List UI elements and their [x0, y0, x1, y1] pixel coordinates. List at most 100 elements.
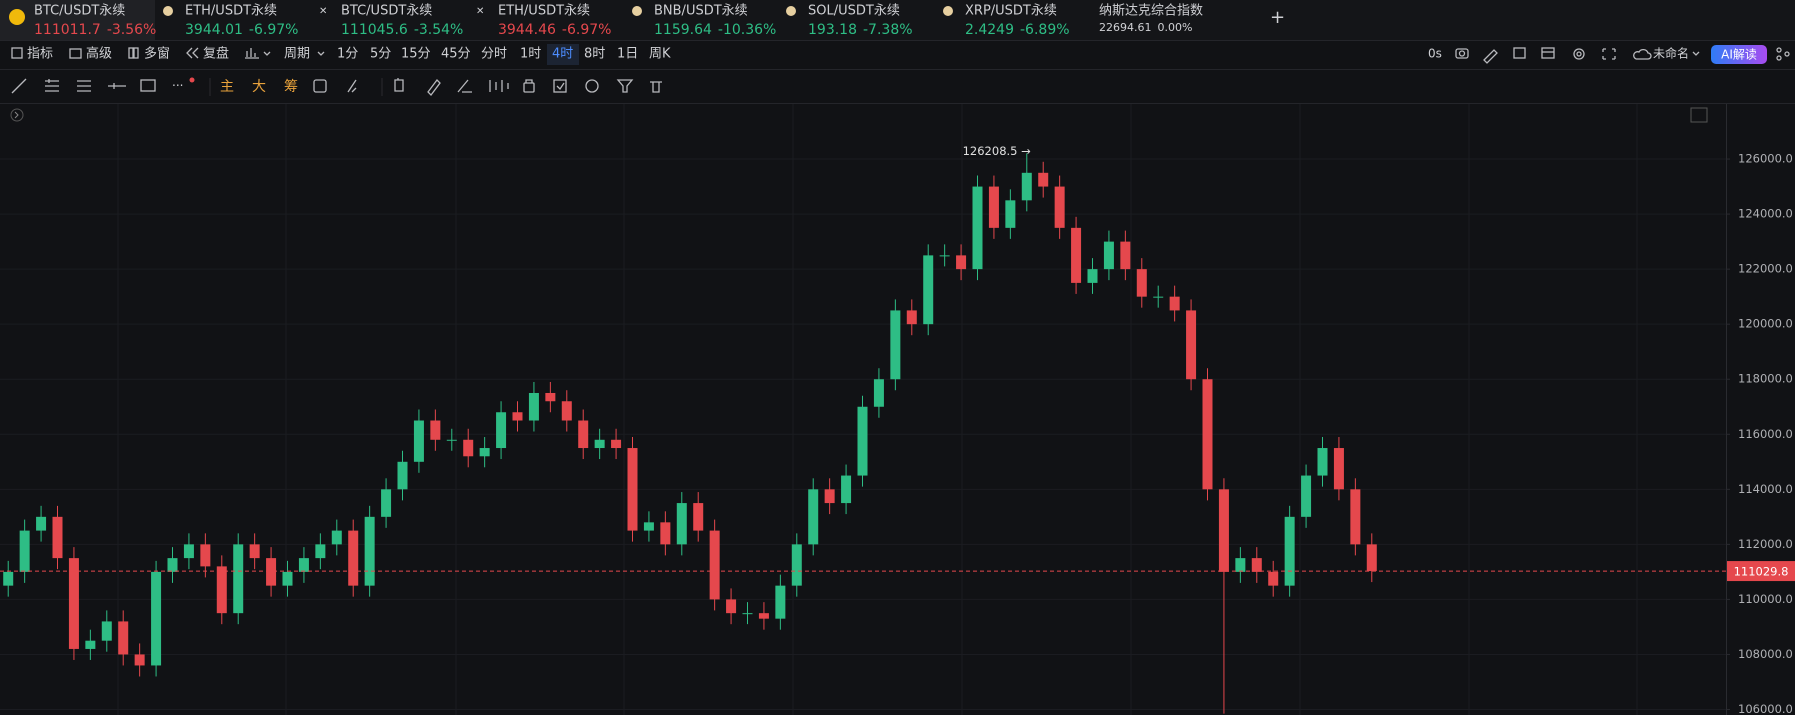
candle-body — [791, 544, 802, 586]
y-tick-label: 114000.0 — [1738, 482, 1793, 496]
candle-body — [594, 439, 605, 449]
active-tab — [0, 0, 155, 40]
tab-symbol[interactable]: 纳斯达克综合指数 — [1099, 4, 1203, 19]
interval[interactable]: 5分 — [370, 47, 391, 62]
candle-body — [463, 439, 474, 457]
interval[interactable]: 周K — [649, 47, 671, 62]
tab-symbol[interactable]: ETH/USDT永续 — [498, 4, 590, 19]
ai-button[interactable] — [1711, 45, 1767, 64]
last-price-box — [1727, 561, 1795, 582]
y-tick-label: 110000.0 — [1738, 592, 1793, 606]
tab-price: 111011.7 — [34, 22, 101, 38]
collapse-arrow — [14, 111, 19, 119]
tab-price: 193.18 — [808, 22, 857, 38]
candle-body — [1103, 241, 1114, 270]
tab-symbol[interactable]: SOL/USDT永续 — [808, 4, 900, 19]
toolbar-icons — [11, 47, 1790, 64]
tab-icon: ✕ — [476, 6, 484, 17]
collapse-button[interactable] — [10, 108, 24, 122]
candle-body — [1071, 227, 1082, 283]
tab-change: -3.56% — [107, 22, 157, 38]
toolbar-item[interactable]: 多窗 — [144, 46, 170, 62]
indicator-tool[interactable]: 大 — [252, 79, 266, 95]
candle-body — [627, 448, 638, 531]
candle-body — [1284, 516, 1295, 586]
tab-icon — [632, 6, 642, 16]
tab-symbol[interactable]: BTC/USDT永续 — [34, 4, 125, 19]
tab-symbol[interactable]: ETH/USDT永续 — [185, 4, 277, 19]
candle-body — [1350, 489, 1361, 545]
toolbar-item[interactable]: 周期 — [284, 47, 310, 62]
tab-change: -6.97% — [249, 22, 299, 38]
tab-symbol[interactable]: BNB/USDT永续 — [654, 4, 748, 19]
candle-body — [972, 186, 983, 270]
interval[interactable]: 1日 — [617, 47, 638, 62]
candle-body — [1218, 489, 1229, 572]
candle-body — [709, 530, 720, 600]
candle-body — [397, 461, 408, 490]
y-tick-label: 124000.0 — [1738, 207, 1793, 221]
candle-body — [134, 654, 145, 666]
tab-quote: 111011.7 -3.56% — [34, 22, 156, 38]
interval[interactable]: 1分 — [337, 47, 358, 62]
candle-body — [348, 530, 359, 586]
candle-body — [1268, 571, 1279, 586]
candle-body — [1136, 269, 1147, 297]
candle-body — [857, 406, 868, 476]
candle-body — [1005, 200, 1016, 228]
candle-body — [956, 255, 967, 270]
last-price-label: 111029.8 — [1734, 565, 1789, 579]
add-tab[interactable]: + — [1270, 7, 1285, 28]
candle-body — [1333, 448, 1344, 490]
tab-quote: 3944.01 -6.97% — [185, 22, 298, 38]
candle-body — [528, 392, 539, 421]
layout-button[interactable] — [1690, 107, 1708, 123]
tab-icon — [9, 9, 25, 25]
candle-body — [545, 392, 556, 402]
candle-body — [1054, 186, 1065, 228]
candle-body — [381, 489, 392, 517]
tab-symbol[interactable]: BTC/USDT永续 — [341, 4, 432, 19]
candle-body — [890, 310, 901, 380]
tab-quote: 2.4249 -6.89% — [965, 22, 1070, 38]
interval[interactable]: 4时 — [552, 47, 573, 62]
candle-body — [496, 412, 507, 449]
tab-price: 3944.46 — [498, 22, 556, 38]
toolbar-item[interactable]: 高级 — [86, 46, 112, 62]
candle-body — [824, 489, 835, 504]
toolbar-item[interactable]: 指标 — [27, 47, 53, 62]
candle-body — [167, 558, 178, 572]
interval[interactable]: 15分 — [401, 47, 431, 62]
candle-body — [3, 571, 14, 586]
tab-price: 1159.64 — [654, 22, 712, 38]
candle-body — [1021, 172, 1032, 201]
interval[interactable]: 分时 — [481, 47, 507, 62]
candle-body — [85, 640, 96, 649]
tab-symbol[interactable]: XRP/USDT永续 — [965, 4, 1057, 19]
tab-price: 22694.61 — [1099, 21, 1152, 34]
candle-body — [430, 420, 441, 440]
tab-price: 3944.01 — [185, 22, 243, 38]
interval[interactable]: 45分 — [441, 47, 471, 62]
tab-change: -6.97% — [562, 22, 612, 38]
candle-body — [643, 522, 654, 531]
candle-body — [479, 448, 490, 457]
layout-name[interactable]: 未命名 — [1653, 46, 1689, 61]
tab-bar — [0, 0, 1795, 40]
ai-label[interactable]: AI解读 — [1721, 48, 1757, 62]
indicator-tool[interactable]: 筹 — [284, 78, 298, 95]
toolbar-item[interactable]: 复盘 — [203, 46, 229, 62]
candle-body — [1317, 448, 1328, 476]
candle-body — [19, 530, 30, 572]
interval[interactable]: 1时 — [520, 47, 541, 62]
interval[interactable]: 8时 — [584, 47, 605, 62]
candle-body — [693, 503, 704, 531]
candle-body — [298, 558, 309, 572]
tab-change: -7.38% — [863, 22, 913, 38]
candle-body — [923, 255, 934, 325]
candle-body — [808, 489, 819, 545]
candle-body — [726, 599, 737, 614]
more-dots: ··· — [172, 79, 183, 93]
candle-body — [200, 544, 211, 567]
indicator-tool[interactable]: 主 — [220, 79, 234, 95]
